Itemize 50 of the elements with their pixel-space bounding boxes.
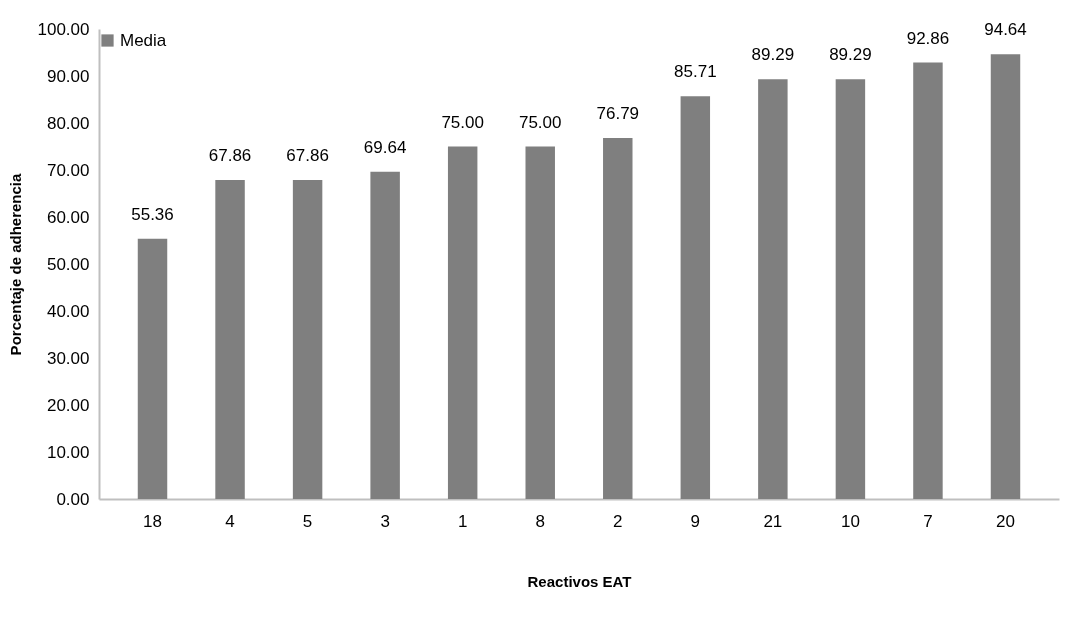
data-label: 67.86 <box>208 146 252 166</box>
data-label: 67.86 <box>286 146 329 166</box>
data-label: 76.79 <box>596 104 640 124</box>
y-tick-label: 70.00 <box>46 160 90 180</box>
y-tick-label: 40.00 <box>46 301 90 321</box>
x-tick-label: 10 <box>840 511 860 531</box>
data-label: 75.00 <box>518 112 562 132</box>
data-label: 89.29 <box>829 45 872 65</box>
data-label: 92.86 <box>906 28 950 48</box>
y-tick-label: 90.00 <box>46 66 90 86</box>
y-tick-label: 10.00 <box>46 442 90 462</box>
legend-label: Media <box>120 30 167 50</box>
y-tick-label: 100.00 <box>37 19 90 39</box>
x-tick-label: 3 <box>380 511 390 531</box>
data-label: 85.71 <box>674 62 717 82</box>
bar <box>835 79 866 499</box>
bar <box>603 138 633 499</box>
x-tick-label: 18 <box>143 511 162 531</box>
data-label: 55.36 <box>131 204 174 224</box>
x-tick-label: 9 <box>690 511 701 531</box>
x-tick-label: 5 <box>302 511 313 531</box>
x-tick-label: 20 <box>996 511 1015 531</box>
data-label: 94.64 <box>984 20 1027 40</box>
bar <box>990 54 1021 499</box>
y-tick-label: 20.00 <box>46 395 90 415</box>
y-tick-label: 30.00 <box>46 348 90 368</box>
bar <box>913 62 943 499</box>
x-tick-label: 7 <box>923 511 933 531</box>
bar <box>370 171 400 499</box>
x-tick-label: 21 <box>763 511 783 531</box>
x-axis-title: Reactivos EAT <box>527 572 632 590</box>
bar <box>680 96 711 499</box>
bar <box>215 180 245 499</box>
y-tick-label: 0.00 <box>56 489 90 509</box>
bar <box>758 79 788 499</box>
bar <box>525 146 555 499</box>
x-tick-label: 1 <box>457 511 468 531</box>
bar <box>292 180 323 499</box>
y-tick-label: 80.00 <box>46 113 90 133</box>
data-label: 69.64 <box>363 137 407 157</box>
y-tick-label: 60.00 <box>46 207 90 227</box>
x-tick-label: 8 <box>535 511 545 531</box>
bar <box>447 146 478 499</box>
data-label: 89.29 <box>751 45 795 65</box>
data-label: 75.00 <box>441 112 484 132</box>
y-axis-title: Porcentaje de adherencia <box>6 172 24 356</box>
bar <box>137 238 168 499</box>
x-tick-label: 2 <box>613 511 623 531</box>
y-tick-label: 50.00 <box>46 254 90 274</box>
x-tick-label: 4 <box>225 511 235 531</box>
